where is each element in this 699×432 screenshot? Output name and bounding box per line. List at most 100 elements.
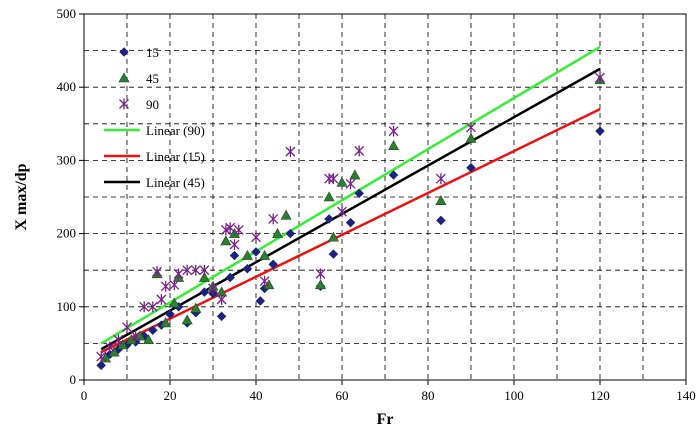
- grid-lines: [84, 14, 686, 380]
- x-tick-label: 60: [336, 388, 349, 403]
- data-point: [328, 249, 339, 259]
- data-point: [122, 321, 132, 333]
- data-point: [119, 47, 129, 57]
- data-points: [96, 72, 606, 371]
- data-point: [229, 239, 240, 250]
- x-tick-label: 80: [422, 388, 435, 403]
- data-point: [280, 209, 292, 220]
- data-point: [199, 264, 210, 276]
- trendlines: [100, 45, 601, 354]
- data-point: [268, 213, 279, 225]
- data-point: [169, 279, 180, 291]
- x-tick-label: 100: [504, 388, 524, 403]
- data-point: [125, 334, 137, 345]
- data-point: [96, 351, 107, 362]
- data-point: [182, 264, 193, 276]
- data-point: [190, 302, 202, 313]
- data-point: [466, 122, 476, 133]
- data-point: [328, 173, 339, 185]
- data-point: [216, 311, 227, 322]
- data-point: [225, 272, 236, 283]
- data-point: [259, 275, 270, 287]
- data-point: [285, 146, 296, 158]
- y-tick-label: 400: [57, 79, 77, 94]
- data-point: [225, 222, 236, 234]
- data-point: [314, 279, 327, 290]
- data-point: [315, 268, 326, 280]
- data-point: [465, 132, 477, 143]
- data-point: [336, 176, 348, 187]
- legend: 15 45 90 Linear (90) Linear (15) Linear (45): [104, 45, 205, 190]
- legend-label: Linear (15): [146, 149, 205, 164]
- trendline: [100, 108, 601, 354]
- x-tick-label: 0: [81, 388, 88, 403]
- x-tick-label: 20: [164, 388, 177, 403]
- y-axis-title: X max/dp: [13, 163, 30, 230]
- data-point: [142, 334, 155, 345]
- data-point: [435, 173, 446, 185]
- legend-label: Linear (90): [146, 123, 205, 138]
- trendline: [100, 45, 601, 345]
- data-point: [104, 341, 115, 353]
- y-tick-label: 500: [57, 6, 77, 21]
- data-point: [130, 330, 141, 342]
- data-point: [324, 214, 334, 224]
- legend-label: Linear (45): [146, 175, 205, 190]
- data-point: [259, 249, 271, 260]
- x-tick-label: 120: [590, 388, 610, 403]
- trendline: [100, 67, 601, 351]
- data-point: [165, 309, 175, 319]
- data-point: [181, 314, 193, 325]
- data-point: [220, 235, 232, 246]
- data-point: [271, 227, 284, 238]
- y-tick-label: 200: [57, 226, 77, 241]
- data-point: [118, 72, 130, 83]
- data-point: [595, 72, 605, 84]
- data-point: [337, 206, 347, 218]
- data-point: [119, 98, 129, 110]
- data-point: [160, 280, 171, 292]
- data-point: [241, 249, 253, 260]
- data-point: [435, 195, 447, 205]
- data-point: [263, 279, 275, 290]
- data-point: [147, 325, 158, 336]
- data-point: [198, 271, 210, 282]
- legend-label: 90: [146, 97, 159, 112]
- data-point: [388, 140, 400, 151]
- data-point: [327, 231, 339, 242]
- data-point: [595, 126, 605, 136]
- data-point: [242, 263, 253, 274]
- data-point: [354, 145, 365, 157]
- data-point: [268, 259, 279, 270]
- data-point: [229, 250, 240, 261]
- legend-label: 15: [146, 45, 159, 60]
- data-point: [216, 294, 227, 305]
- data-point: [349, 169, 361, 180]
- x-tick-label: 40: [250, 388, 263, 403]
- data-point: [436, 215, 446, 226]
- data-point: [147, 301, 158, 313]
- data-point: [251, 231, 261, 243]
- legend-label: 45: [146, 71, 159, 86]
- data-point: [354, 188, 365, 199]
- data-point: [323, 191, 335, 202]
- plot-frame: [83, 13, 687, 381]
- data-point: [152, 266, 163, 278]
- y-tick-label: 0: [70, 372, 77, 387]
- data-point: [156, 294, 167, 305]
- data-point: [190, 264, 201, 276]
- data-point: [255, 296, 266, 306]
- data-point: [96, 360, 107, 371]
- data-point: [251, 247, 261, 257]
- data-point: [228, 227, 241, 238]
- data-point: [345, 217, 356, 228]
- data-point: [388, 125, 399, 137]
- data-point: [173, 268, 184, 280]
- x-axis-title: Fr: [377, 411, 394, 428]
- data-point: [113, 334, 124, 346]
- data-point: [345, 178, 356, 190]
- y-tick-label: 300: [57, 152, 77, 167]
- data-point: [208, 283, 218, 294]
- data-point: [160, 317, 172, 328]
